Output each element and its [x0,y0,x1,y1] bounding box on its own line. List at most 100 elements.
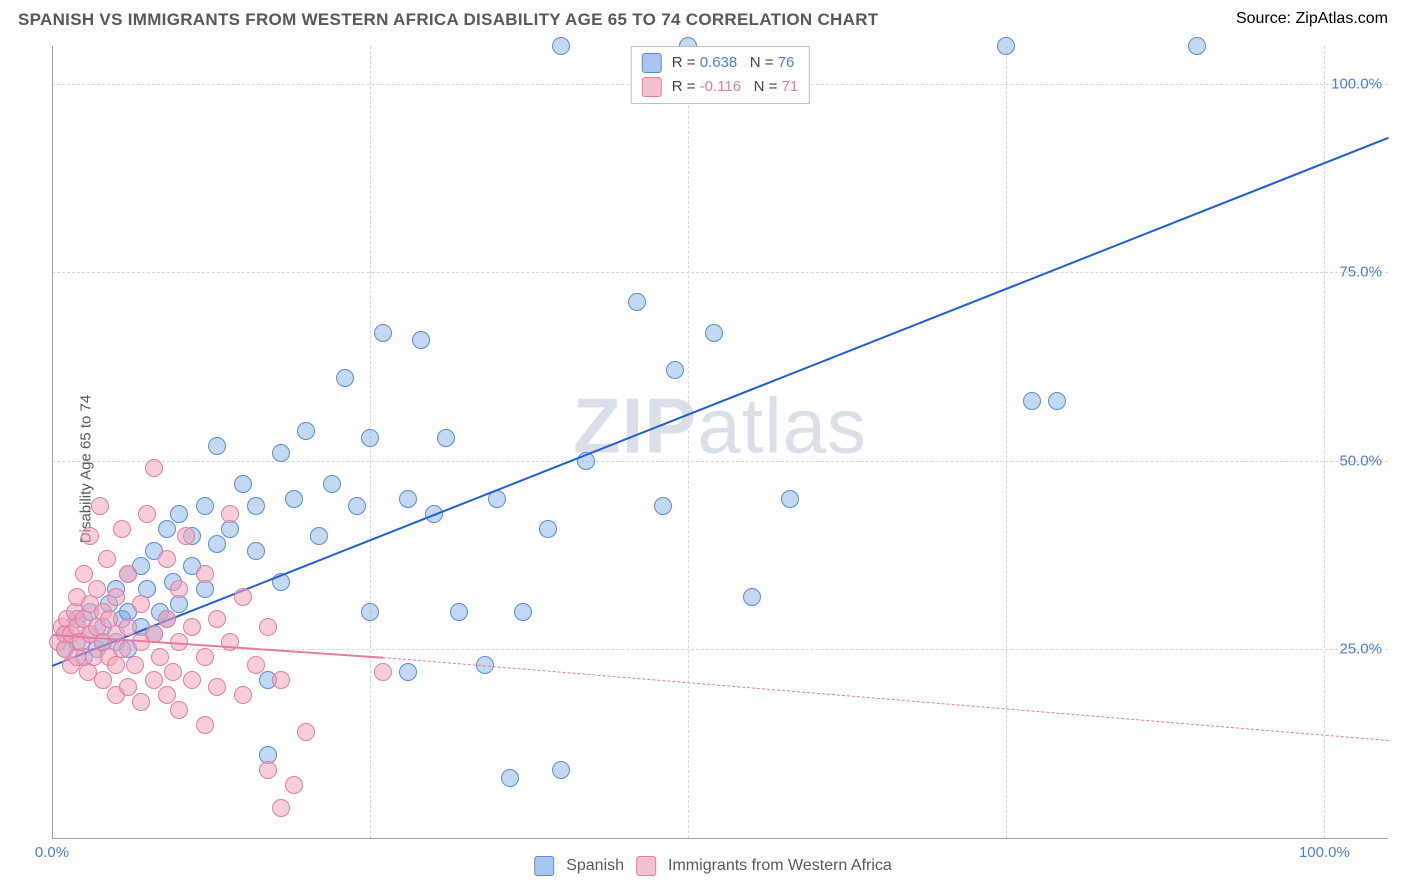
marker-western-africa [132,693,150,711]
marker-western-africa [272,671,290,689]
marker-western-africa [196,565,214,583]
marker-western-africa [145,671,163,689]
marker-western-africa [113,520,131,538]
y-tick-label: 100.0% [1331,75,1382,92]
marker-spanish [170,505,188,523]
page-title: SPANISH VS IMMIGRANTS FROM WESTERN AFRIC… [18,10,878,30]
marker-spanish [272,444,290,462]
marker-spanish [323,475,341,493]
marker-western-africa [196,648,214,666]
grid-line-v [1006,46,1007,838]
marker-spanish [412,331,430,349]
grid-line-v [1324,46,1325,838]
marker-western-africa [177,527,195,545]
marker-spanish [247,497,265,515]
legend-swatch [534,856,554,876]
grid-line-v [688,46,689,838]
regression-spanish [52,137,1389,667]
marker-spanish [1048,392,1066,410]
marker-western-africa [75,565,93,583]
legend-bottom: Spanish Immigrants from Western Africa [534,856,892,876]
marker-western-africa [119,565,137,583]
scatter-plot-area: ZIPatlas 25.0%50.0%75.0%100.0%0.0%100.0%… [52,46,1388,838]
marker-western-africa [170,580,188,598]
y-tick-label: 25.0% [1339,641,1382,658]
y-axis [52,46,53,838]
marker-western-africa [247,656,265,674]
y-tick-label: 75.0% [1339,264,1382,281]
marker-spanish [552,761,570,779]
marker-spanish [336,369,354,387]
marker-spanish [158,520,176,538]
marker-western-africa [132,595,150,613]
legend-label: Immigrants from Western Africa [668,857,892,875]
marker-western-africa [164,663,182,681]
marker-spanish [705,324,723,342]
marker-western-africa [151,648,169,666]
marker-western-africa [208,678,226,696]
marker-western-africa [88,580,106,598]
marker-spanish [361,429,379,447]
legend-stats-row: R = -0.116 N = 71 [642,75,799,99]
marker-western-africa [221,505,239,523]
x-tick-label: 0.0% [35,844,69,861]
marker-spanish [234,475,252,493]
marker-western-africa [183,618,201,636]
marker-spanish [399,490,417,508]
y-tick-label: 50.0% [1339,452,1382,469]
legend-stats: R = 0.638 N = 76R = -0.116 N = 71 [631,46,810,104]
marker-spanish [654,497,672,515]
marker-spanish [743,588,761,606]
marker-western-africa [119,678,137,696]
marker-spanish [361,603,379,621]
marker-western-africa [234,686,252,704]
marker-western-africa [208,610,226,628]
marker-western-africa [285,776,303,794]
legend-swatch [642,77,662,97]
marker-western-africa [158,686,176,704]
marker-spanish [450,603,468,621]
marker-spanish [310,527,328,545]
legend-label: Spanish [566,857,624,875]
marker-western-africa [259,618,277,636]
marker-spanish [514,603,532,621]
marker-spanish [997,37,1015,55]
marker-western-africa [272,799,290,817]
source-name: ZipAtlas.com [1296,10,1388,27]
marker-western-africa [91,497,109,515]
marker-spanish [208,437,226,455]
marker-spanish [196,497,214,515]
marker-spanish [437,429,455,447]
marker-western-africa [297,723,315,741]
marker-western-africa [183,671,201,689]
marker-spanish [666,361,684,379]
legend-stats-row: R = 0.638 N = 76 [642,51,799,75]
x-tick-label: 100.0% [1299,844,1350,861]
legend-stats-text: R = 0.638 N = 76 [672,51,795,75]
marker-western-africa [113,640,131,658]
watermark: ZIPatlas [573,381,867,472]
marker-western-africa [94,671,112,689]
marker-western-africa [126,656,144,674]
marker-western-africa [81,527,99,545]
marker-western-africa [107,588,125,606]
marker-western-africa [158,610,176,628]
marker-spanish [208,535,226,553]
marker-western-africa [234,588,252,606]
marker-western-africa [196,716,214,734]
regression-extrap-western-africa [383,657,1388,741]
marker-spanish [285,490,303,508]
marker-spanish [399,663,417,681]
marker-spanish [1023,392,1041,410]
x-axis [52,838,1388,839]
legend-swatch [636,856,656,876]
marker-western-africa [374,663,392,681]
marker-spanish [501,769,519,787]
marker-western-africa [170,701,188,719]
marker-western-africa [98,550,116,568]
marker-western-africa [158,550,176,568]
marker-spanish [539,520,557,538]
marker-spanish [781,490,799,508]
marker-spanish [552,37,570,55]
marker-western-africa [145,459,163,477]
